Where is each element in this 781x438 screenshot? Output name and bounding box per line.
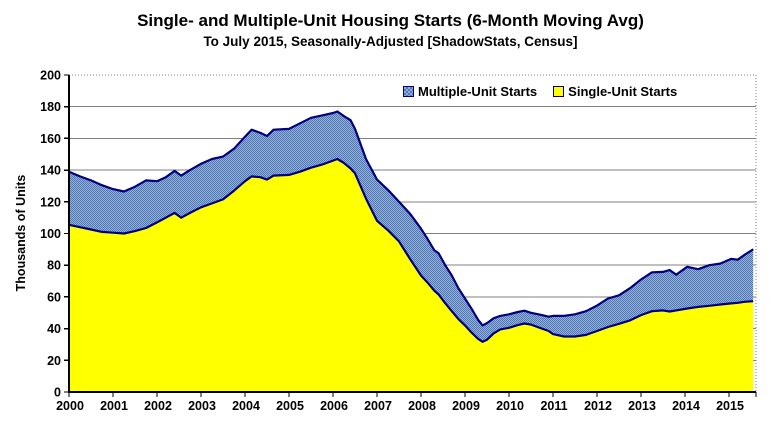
x-tick-label: 2007: [364, 399, 392, 413]
x-tick-label: 2015: [716, 399, 744, 413]
legend-label-multiple: Multiple-Unit Starts: [418, 84, 538, 99]
x-tick-label: 2011: [540, 399, 567, 413]
legend-item-multiple: Multiple-Unit Starts: [403, 84, 537, 99]
y-tick-label: 120: [40, 195, 61, 209]
chart-legend: Multiple-Unit Starts Single-Unit Starts: [403, 84, 677, 99]
single-unit-swatch-icon: [553, 86, 565, 97]
chart-subtitle: To July 2015, Seasonally-Adjusted [Shado…: [203, 34, 578, 49]
x-tick-label: 2012: [584, 399, 612, 413]
y-tick-label: 140: [40, 164, 61, 178]
x-tick-label: 2000: [56, 399, 84, 413]
y-tick-label: 0: [54, 386, 61, 400]
x-tick-label: 2002: [144, 399, 172, 413]
data-areas: [68, 110, 754, 392]
x-tick-label: 2009: [452, 399, 480, 413]
multiple-unit-swatch-icon: [403, 86, 414, 97]
y-tick-label: 80: [47, 259, 61, 273]
y-tick-label: 160: [40, 132, 61, 146]
x-tick-label: 2010: [496, 399, 524, 413]
x-tick-label: 2004: [232, 399, 260, 413]
multiple-unit-outline: [68, 110, 754, 327]
y-tick-label: 40: [47, 322, 61, 336]
y-tick-label: 200: [40, 69, 61, 83]
x-tick-label: 2006: [320, 399, 348, 413]
chart-title: Single- and Multiple-Unit Housing Starts…: [137, 11, 644, 30]
x-tick-label: 2014: [672, 399, 700, 413]
x-tick-label: 2005: [276, 399, 304, 413]
y-tick-label: 20: [47, 354, 61, 368]
axes: [64, 74, 757, 397]
multiple-unit-area: [69, 111, 754, 342]
y-tick-label: 60: [47, 290, 61, 304]
x-tick-label: 2001: [100, 399, 128, 413]
legend-item-single: Single-Unit Starts: [553, 84, 677, 99]
legend-label-single: Single-Unit Starts: [568, 84, 678, 99]
x-tick-label: 2013: [628, 399, 656, 413]
tick-labels: 0 20 40 60 80 100 120 140 160 180 200 2000 2001 2002 2…: [40, 69, 744, 414]
y-tick-label: 180: [40, 100, 61, 114]
single-unit-outline: [68, 157, 754, 343]
y-axis-title: Thousands of Units: [14, 174, 28, 292]
x-tick-label: 2003: [188, 399, 216, 413]
y-tick-label: 100: [40, 227, 61, 241]
x-tick-label: 2008: [408, 399, 436, 413]
single-unit-area: [69, 159, 754, 392]
